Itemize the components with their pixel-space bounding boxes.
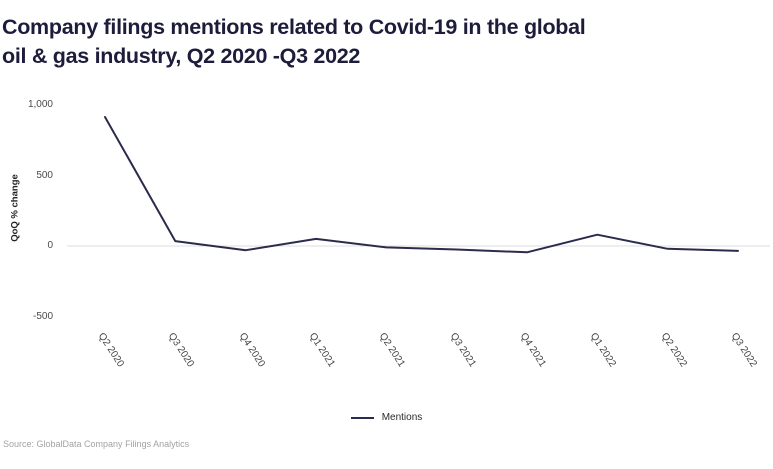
chart-title: Company filings mentions related to Covi… (2, 13, 586, 71)
legend-line-swatch (350, 416, 374, 419)
chart-title-line1: Company filings mentions related to Covi… (2, 15, 586, 39)
mentions-line-series (104, 116, 739, 254)
chart-title-line2: oil & gas industry, Q2 2020 -Q3 2022 (2, 44, 361, 68)
legend-series-label: Mentions (381, 412, 423, 423)
y-tick-label: 1,000 (27, 99, 53, 110)
source-note: Source: GlobalData Company Filings Analy… (3, 439, 190, 449)
y-tick-label: 0 (47, 240, 53, 251)
y-tick-label: -500 (32, 310, 53, 322)
legend: Mentions (0, 412, 773, 423)
y-tick-label: 500 (36, 169, 53, 181)
